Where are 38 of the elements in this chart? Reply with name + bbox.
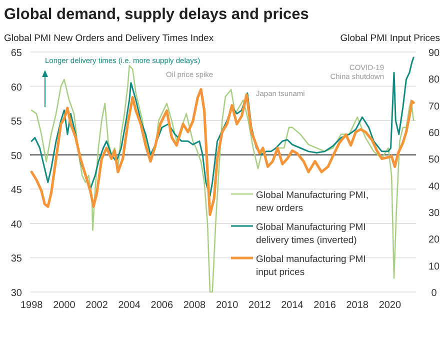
line-series (30, 65, 414, 293)
x-tick-label: 2004 (118, 300, 141, 311)
y2-tick-label: 60 (428, 128, 440, 139)
chart-title: Global demand, supply delays and prices (4, 6, 309, 23)
y-tick-label: 45 (10, 185, 22, 196)
y2-tick-label: 90 (428, 48, 440, 59)
x-tick-label: 2006 (150, 300, 174, 311)
y2-tick-label: 10 (428, 261, 440, 272)
y-tick-label: 30 (10, 288, 22, 299)
x-tick-label: 2014 (281, 300, 304, 311)
y-tick-label: 50 (10, 150, 22, 162)
legend-label: Global Manufacturing PMI delivery times (inverted) (256, 222, 366, 246)
y-tick-label: 40 (10, 219, 22, 230)
x-tick-label: 2018 (346, 300, 369, 311)
y2-tick-label: 50 (428, 154, 440, 166)
x-tick-label: 2008 (183, 300, 206, 311)
legend-label: Global manufacturing PMI input prices (256, 254, 366, 278)
y-tick-label: 35 (10, 254, 22, 265)
y2-axis-title: Global PMI Input Prices (340, 33, 440, 44)
y2-tick-label: 70 (428, 101, 440, 112)
x-tick-label: 2020 (378, 300, 402, 311)
y2-tick-label: 0 (431, 288, 438, 299)
x-tick-label: 2016 (314, 300, 336, 311)
y2-tick-label: 80 (428, 74, 440, 86)
y-tick-label: 60 (10, 82, 22, 94)
x-tick-label: 2010 (216, 300, 239, 311)
y-tick-label: 55 (10, 116, 22, 128)
y-axis-title: Global PMI New Orders and Delivery Times Index (4, 33, 214, 44)
x-tick-label: 2002 (86, 300, 108, 311)
x-tick-label: 2000 (53, 300, 76, 311)
y-tick-label: 65 (10, 48, 22, 59)
line-series (30, 88, 415, 216)
y2-tick-label: 20 (428, 234, 440, 246)
y2-tick-label: 40 (428, 181, 440, 192)
legend-label: Global Manufacturing PMI, new orders (256, 190, 368, 214)
x-tick-label: 1998 (20, 300, 44, 311)
x-tick-label: 2012 (248, 300, 272, 311)
y2-tick-label: 30 (428, 208, 440, 219)
